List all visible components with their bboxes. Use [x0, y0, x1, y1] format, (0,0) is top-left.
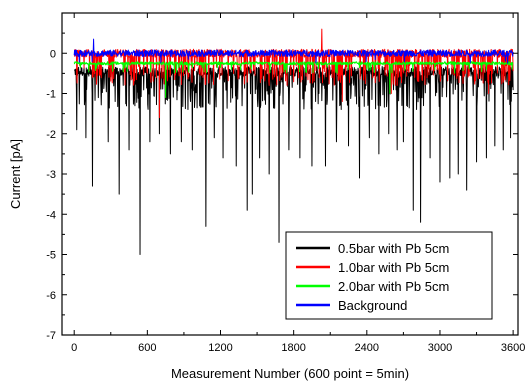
series-line	[73, 66, 514, 255]
x-tick-label: 3600	[501, 342, 525, 354]
y-tick-label: -7	[46, 330, 56, 342]
y-axis: 0 -1 -2 -3 -4 -5 -6 -7	[46, 32, 518, 342]
x-axis-title: Measurement Number (600 point = 5min)	[171, 366, 409, 381]
plot-series-group	[73, 28, 514, 255]
legend-label: 1.0bar with Pb 5cm	[338, 260, 449, 275]
x-tick-label: 600	[138, 342, 156, 354]
x-axis: 0 600 1200 1800 2400 3000 3600	[71, 13, 525, 354]
y-tick-label: -2	[46, 129, 56, 141]
x-tick-label: 2400	[355, 342, 379, 354]
legend-label: 2.0bar with Pb 5cm	[338, 279, 449, 294]
x-tick-label: 3000	[428, 342, 452, 354]
y-tick-label: 0	[50, 48, 56, 60]
legend-label: 0.5bar with Pb 5cm	[338, 241, 449, 256]
y-tick-label: -5	[46, 250, 56, 262]
x-tick-label: 0	[71, 342, 77, 354]
y-axis-title: Current [pA]	[8, 139, 23, 209]
y-tick-label: -4	[46, 209, 56, 221]
y-tick-label: -6	[46, 290, 56, 302]
y-tick-label: -3	[46, 169, 56, 181]
legend-label: Background	[338, 298, 407, 313]
series-line	[73, 38, 514, 64]
x-tick-label: 1800	[281, 342, 305, 354]
series-line	[73, 61, 514, 99]
x-tick-label: 1200	[208, 342, 232, 354]
y-tick-label: -1	[46, 89, 56, 101]
legend: 0.5bar with Pb 5cm 1.0bar with Pb 5cm 2.0b…	[285, 231, 493, 320]
